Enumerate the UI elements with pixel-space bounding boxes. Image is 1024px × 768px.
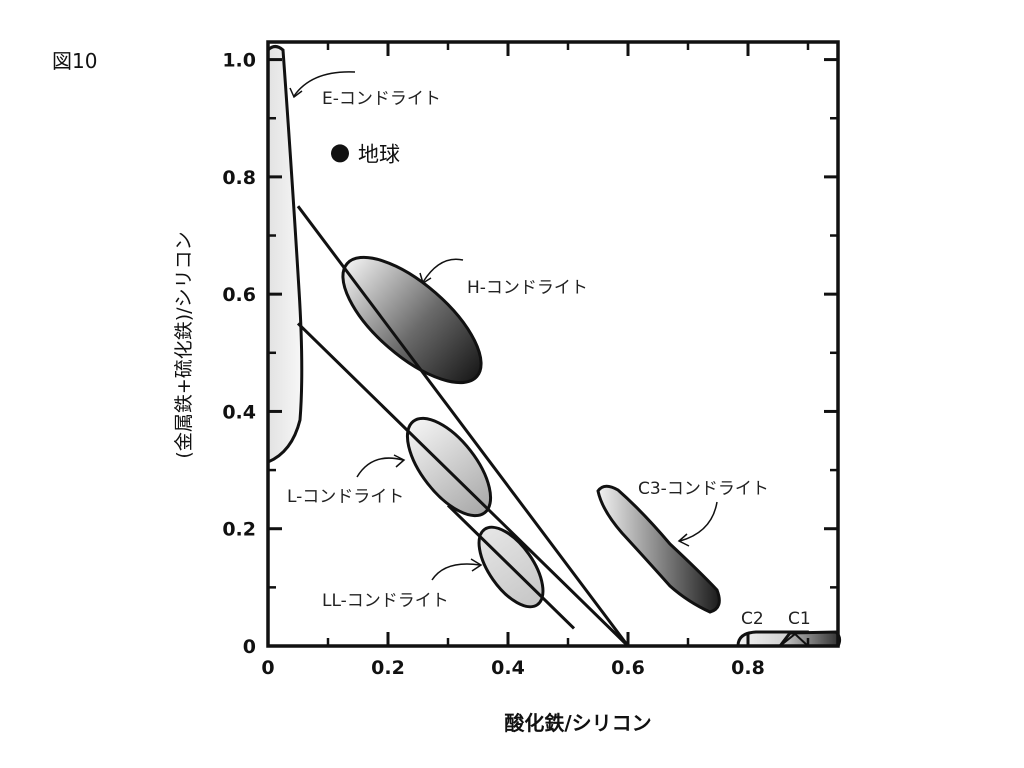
- x-tick-label-3: 0.6: [611, 657, 645, 679]
- point-marker-0: [331, 144, 349, 163]
- arrow-h-head: [419, 272, 432, 285]
- y-tick-label-5: 1.0: [222, 50, 256, 72]
- x-tick-label-4: 0.8: [731, 657, 765, 679]
- region-label-ll: LL-コンドライト: [322, 591, 449, 611]
- arrow-ll-head: [470, 558, 483, 572]
- axis-ticks: 0 0.2 0.4 0.6 0.8 1.0 0 0.2 0.4 0.6 0.8: [222, 42, 838, 679]
- y-tick-label-0: 0: [243, 636, 256, 658]
- y-axis-label: (金属鉄+硫化鉄)/シリコン: [173, 231, 195, 458]
- region-h-chondrite-shape: [341, 255, 483, 385]
- arrow-c3-head: [677, 533, 690, 547]
- arrow-l: [356, 457, 404, 478]
- arrow-e: [293, 71, 356, 97]
- plot-border: [266, 40, 840, 648]
- region-label-c1: C1: [788, 609, 811, 629]
- callout-arrows: [289, 71, 718, 581]
- arrow-h: [422, 258, 464, 283]
- x-tick-label-0: 0: [261, 657, 274, 679]
- arrow-l-head: [393, 454, 406, 468]
- region-label-l: L-コンドライト: [287, 487, 404, 507]
- trend-lines: [296, 205, 630, 648]
- region-label-h: H-コンドライト: [467, 278, 588, 298]
- trend-line-1: [296, 322, 630, 648]
- region-c3-chondrite-shape: [596, 484, 721, 614]
- region-label-e: E-コンドライト: [322, 89, 441, 109]
- y-tick-label-3: 0.6: [222, 284, 256, 306]
- y-tick-label-4: 0.8: [222, 167, 256, 189]
- region-labels: E-コンドライト H-コンドライト L-コンドライト LL-コンドライト C3-…: [287, 89, 811, 629]
- x-tick-label-2: 0.4: [491, 657, 525, 679]
- trend-line-0: [296, 205, 630, 647]
- trend-line-2: [446, 504, 576, 630]
- arrow-e-head: [289, 87, 303, 99]
- regions-layer: [266, 45, 842, 648]
- arrow-ll: [431, 563, 481, 581]
- points-layer: 地球: [331, 142, 400, 166]
- plot-frame: [266, 40, 840, 648]
- x-axis-label: 酸化鉄/シリコン: [504, 711, 651, 735]
- y-tick-label-1: 0.2: [222, 519, 256, 541]
- y-tick-label-2: 0.4: [222, 401, 256, 423]
- region-label-c2: C2: [741, 609, 764, 629]
- region-label-c3: C3-コンドライト: [638, 479, 769, 499]
- figure-label: 図10: [52, 49, 98, 73]
- arrow-c3: [679, 501, 718, 542]
- region-e-chondrite-shape: [266, 45, 304, 465]
- x-tick-label-1: 0.2: [371, 657, 405, 679]
- point-label-0: 地球: [358, 142, 400, 166]
- c1-marker: [779, 632, 809, 647]
